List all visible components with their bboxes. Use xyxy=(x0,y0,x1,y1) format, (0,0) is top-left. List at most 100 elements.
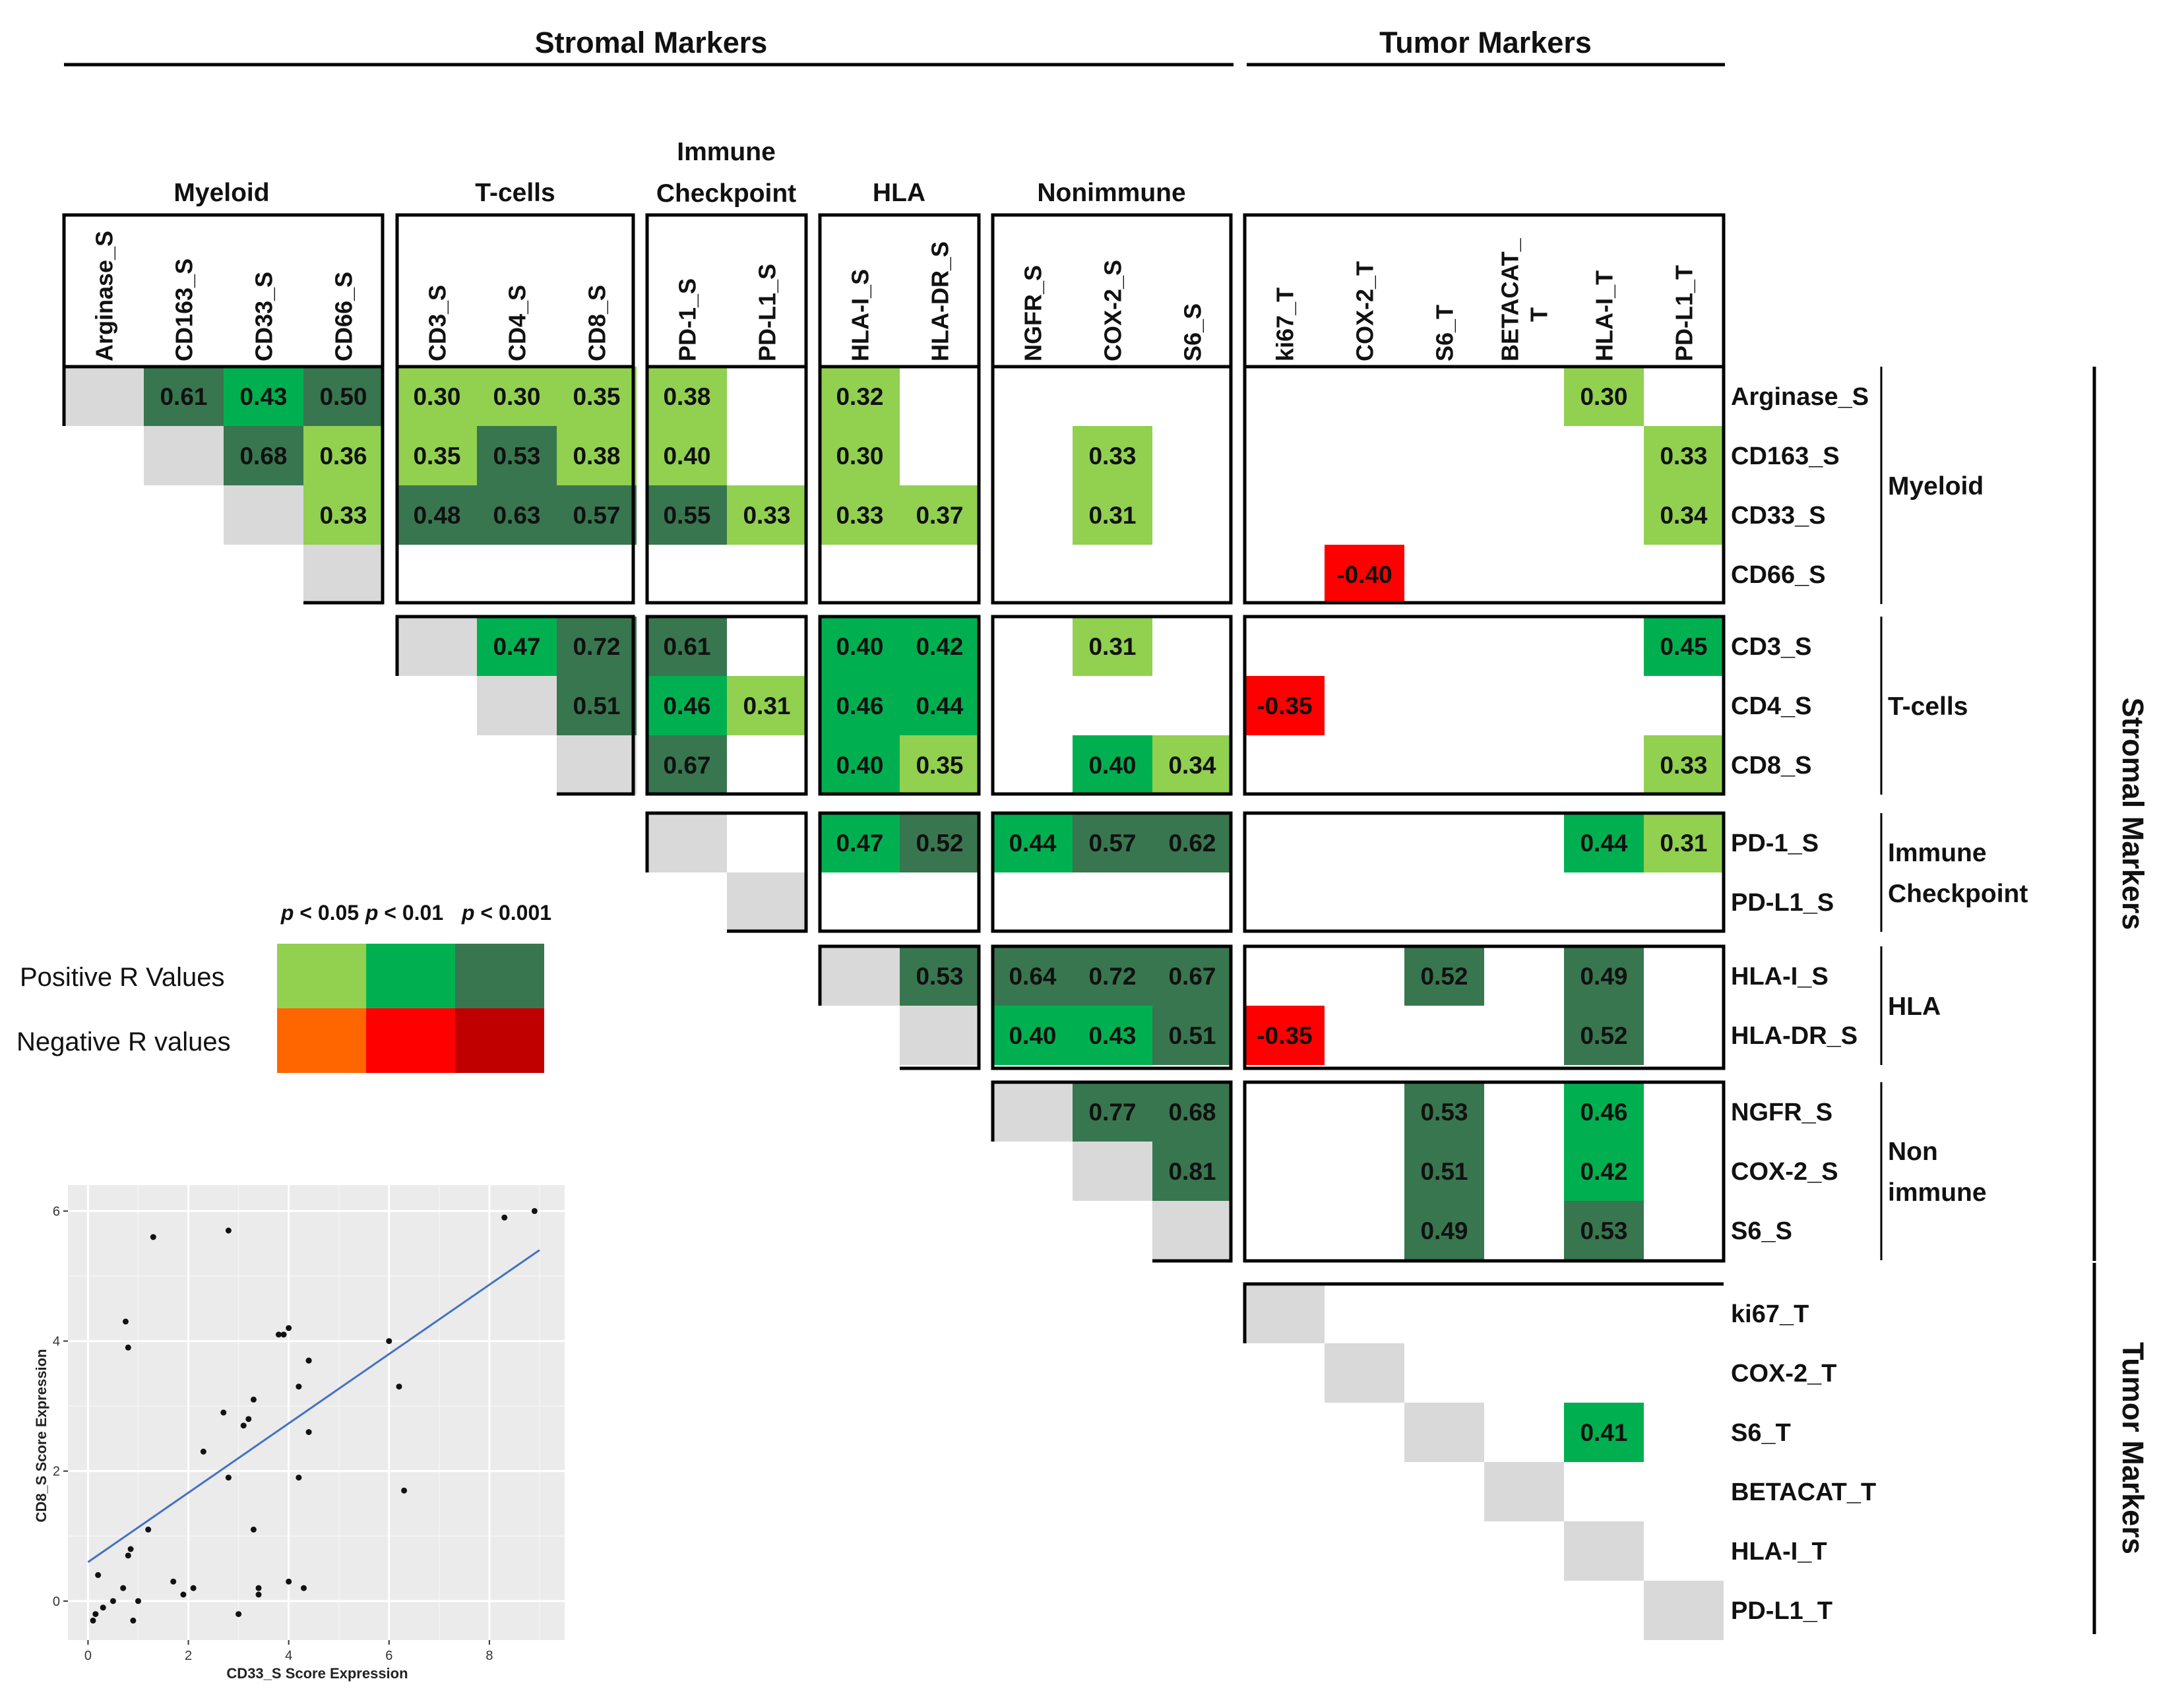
cell-value-label: 0.77 xyxy=(1088,1099,1136,1126)
scatter-point xyxy=(225,1475,232,1481)
scatter-point xyxy=(255,1585,262,1591)
column-label: CD33_S xyxy=(251,272,278,361)
scatter-x-tick-label: 4 xyxy=(285,1649,292,1663)
cell-value-label: 0.33 xyxy=(319,502,367,529)
legend-swatch xyxy=(277,1008,366,1073)
legend-swatch xyxy=(455,944,544,1008)
column-label-text: ki67_T xyxy=(1272,288,1299,361)
cell-value-label: 0.53 xyxy=(1580,1217,1627,1244)
cell-value-label: 0.52 xyxy=(1580,1022,1627,1049)
row-label: CD66_S xyxy=(1731,561,1826,589)
heatmap-cell xyxy=(900,735,980,795)
column-label-text: PD-L1_T xyxy=(1671,265,1698,361)
heatmap-cell xyxy=(303,485,383,545)
cell-value-label: -0.35 xyxy=(1257,1022,1312,1049)
column-label-text: T xyxy=(1526,307,1553,322)
heatmap-cell xyxy=(1152,1006,1232,1065)
cell-value-label: 0.68 xyxy=(239,442,287,470)
scatter-point xyxy=(305,1357,312,1364)
column-label-text: HLA-I_S xyxy=(847,269,874,361)
column-label-text: CD33_S xyxy=(251,272,278,361)
cell-value-label: 0.47 xyxy=(836,830,883,857)
heatmap-cell xyxy=(1564,1142,1644,1201)
legend-swatch xyxy=(366,1008,455,1073)
scatter-point xyxy=(280,1331,287,1338)
column-label: PD-1_S xyxy=(674,278,701,361)
heatmap-cell xyxy=(900,617,980,676)
heatmap-cell xyxy=(1073,946,1152,1006)
cell-value-label: 0.35 xyxy=(916,752,963,779)
cell-value-label: 0.40 xyxy=(1009,1022,1056,1049)
column-label: HLA-I_S xyxy=(847,269,874,361)
block-border xyxy=(1243,811,1726,933)
cell-value-label: 0.34 xyxy=(1660,502,1707,529)
block-border xyxy=(395,615,635,796)
scatter-point xyxy=(200,1448,206,1455)
legend-p-label: p < 0.05 xyxy=(280,901,359,925)
column-header-box xyxy=(818,213,981,369)
heatmap-cell xyxy=(820,617,900,676)
heatmap-cell xyxy=(1404,946,1484,1006)
heatmap-cell xyxy=(820,735,900,795)
column-label: COX-2_T xyxy=(1352,261,1379,361)
heatmap-cell xyxy=(1152,1142,1232,1201)
scatter-x-tick-label: 6 xyxy=(385,1649,392,1663)
column-label-text: COX-2_T xyxy=(1352,261,1379,361)
row-group-label: T-cells xyxy=(1888,692,1968,721)
heatmap-cell xyxy=(477,367,557,426)
heatmap-cell xyxy=(1245,676,1325,735)
scatter-point xyxy=(396,1384,402,1390)
row-label: S6_S xyxy=(1731,1217,1792,1245)
column-header-box xyxy=(395,213,635,369)
heatmap-cell xyxy=(1245,1006,1325,1065)
column-label: ki67_T xyxy=(1272,288,1299,361)
column-label-text: PD-1_S xyxy=(674,278,701,361)
tumor-markers-title: Tumor Markers xyxy=(1379,26,1592,59)
cell-value-label: 0.36 xyxy=(319,442,367,470)
row-label: CD3_S xyxy=(1731,633,1812,661)
row-label: HLA-I_S xyxy=(1731,963,1829,991)
column-label: COX-2_S xyxy=(1100,260,1127,361)
scatter-point xyxy=(240,1422,247,1429)
cell-value-label: 0.62 xyxy=(1168,830,1216,857)
heatmap-cell xyxy=(1564,1201,1644,1260)
row-label: HLA-I_T xyxy=(1731,1538,1827,1566)
cell-value-label: 0.33 xyxy=(1660,752,1707,779)
scatter-point xyxy=(145,1526,152,1533)
scatter-point xyxy=(501,1214,508,1221)
legend-p-italic: p xyxy=(461,901,475,925)
cell-value-label: 0.49 xyxy=(1420,1217,1468,1244)
cell-value-label: 0.67 xyxy=(1168,963,1216,990)
legend-p-rest: < 0.01 xyxy=(378,901,443,925)
cell-value-label: 0.44 xyxy=(1009,830,1056,857)
heatmap-cell xyxy=(820,676,900,735)
legend-p-rest: < 0.001 xyxy=(475,901,552,925)
cell-value-label: 0.72 xyxy=(573,633,620,660)
scatter-x-tick-label: 2 xyxy=(185,1649,192,1663)
heatmap-cell xyxy=(727,485,807,545)
heatmap-cell xyxy=(1152,735,1232,795)
column-label-text: CD4_S xyxy=(504,285,531,361)
block-border xyxy=(991,811,1233,933)
cell-value-label: 0.43 xyxy=(1088,1022,1136,1049)
diagonal-cell xyxy=(993,1082,1073,1142)
column-label-text: PD-L1_S xyxy=(754,264,781,361)
cell-value-label: 0.30 xyxy=(413,383,460,410)
cell-value-label: 0.61 xyxy=(663,633,710,660)
scatter-point xyxy=(286,1325,292,1331)
heatmap-cell xyxy=(1073,485,1152,545)
heatmap-cell xyxy=(1073,1082,1152,1142)
tumor-side-title-text: Tumor Markers xyxy=(2116,1342,2150,1554)
scatter-point xyxy=(275,1331,282,1338)
heatmap-cell xyxy=(1644,617,1724,676)
cell-value-label: 0.35 xyxy=(413,442,460,470)
heatmap-cell xyxy=(993,813,1073,872)
block-border xyxy=(991,615,1233,796)
diagonal-cell xyxy=(1404,1403,1484,1462)
heatmap-cell xyxy=(1152,1082,1232,1142)
diagonal-cell xyxy=(303,545,383,604)
legend-negative-label: Negative R values xyxy=(16,1027,231,1056)
heatmap-cell xyxy=(1404,1082,1484,1142)
legend-swatch xyxy=(277,944,366,1008)
scatter-y-tick-label: 0 xyxy=(53,1595,60,1609)
